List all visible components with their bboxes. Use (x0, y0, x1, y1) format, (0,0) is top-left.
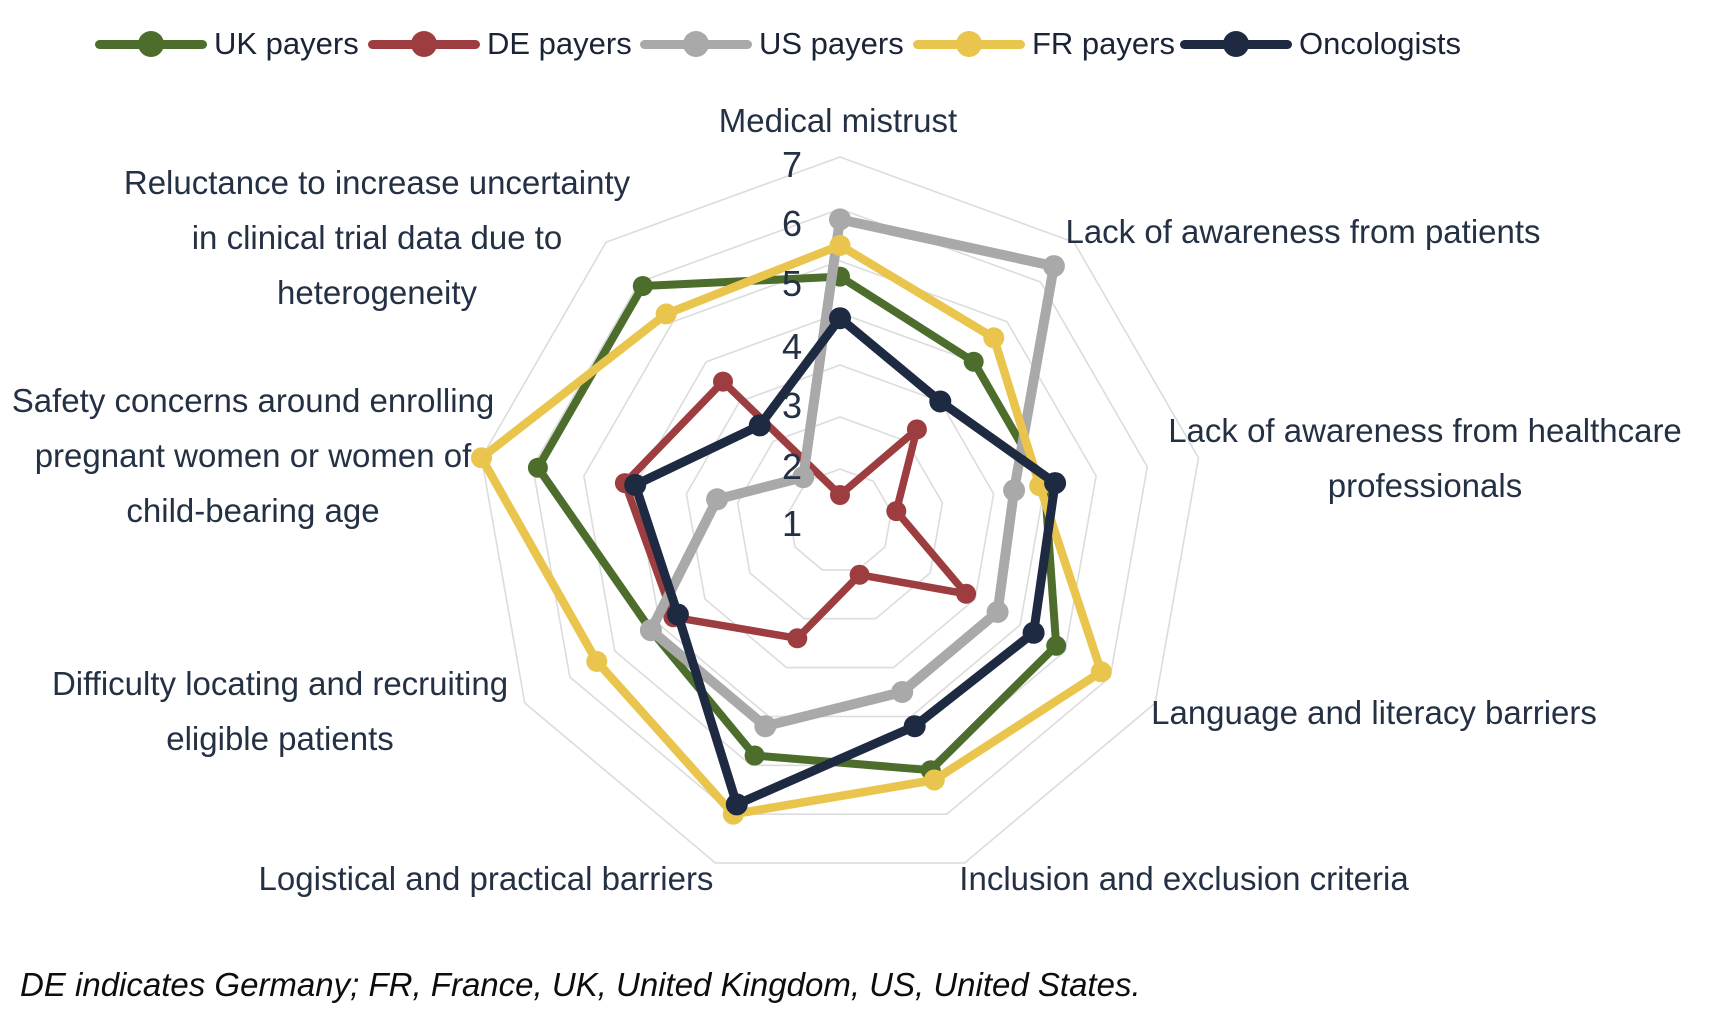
axis-label-8: Reluctance to increase uncertainty in cli… (123, 164, 631, 311)
axis-label-7: Safety concerns around enrolling pregnant… (11, 382, 495, 529)
series-line-de-payers (621, 377, 970, 643)
data-point (624, 473, 647, 496)
scale-tick-1: 1 (781, 503, 802, 544)
data-point (754, 715, 777, 738)
data-point (706, 488, 729, 511)
axis-label-6: Difficulty locating and recruiting eligib… (51, 665, 509, 757)
scale-tick-3: 3 (781, 385, 802, 426)
data-point (830, 485, 850, 505)
scale-tick-2: 2 (781, 446, 802, 487)
data-point (471, 447, 492, 469)
fr-payers-line-marker-icon (913, 31, 1025, 57)
data-point (655, 303, 677, 325)
grid-ring-7 (480, 156, 1200, 864)
de-payers-dot-icon (411, 31, 437, 57)
data-point (929, 390, 952, 413)
data-point (527, 457, 548, 478)
axis-label-4: Inclusion and exclusion criteria (959, 860, 1409, 897)
data-point (829, 234, 851, 256)
grid-ring-5 (583, 260, 1097, 767)
legend-item-oncologists: Oncologists (1180, 22, 1461, 66)
scale-tick-4: 4 (781, 326, 802, 367)
data-point (713, 371, 733, 392)
data-point (632, 276, 653, 296)
data-point (586, 650, 608, 672)
chart-legend: UK payers DE payers US payers FR payers … (0, 22, 1720, 66)
legend-label: Oncologists (1299, 26, 1461, 61)
data-point (1044, 472, 1067, 495)
series-line-fr-payers (477, 241, 1106, 819)
data-point (923, 769, 945, 791)
data-point (886, 501, 907, 522)
footnote: DE indicates Germany; FR, France, UK, Un… (20, 966, 1141, 1003)
legend-item-uk-payers: UK payers (95, 22, 359, 66)
data-point (963, 351, 984, 372)
grid-ring-1 (787, 468, 893, 571)
data-point (666, 603, 689, 626)
data-point (787, 628, 808, 649)
fr-payers-dot-icon (956, 31, 982, 57)
axis-label-0: Medical mistrust (718, 102, 958, 139)
data-point (906, 419, 927, 440)
grid-ring-2 (736, 416, 944, 620)
data-point (891, 681, 914, 703)
data-point (1090, 661, 1112, 683)
scale-tick-7: 7 (781, 144, 802, 185)
axis-label-2: Lack of awareness from healthcare profess… (1168, 412, 1682, 504)
data-point (725, 793, 748, 816)
data-point (1022, 621, 1045, 644)
data-point (956, 583, 977, 604)
de-payers-line-marker-icon (368, 31, 480, 57)
data-point (1003, 479, 1026, 502)
uk-payers-dot-icon (138, 31, 164, 57)
data-point (748, 414, 771, 437)
data-point (903, 715, 926, 738)
data-point (744, 745, 765, 766)
oncologists-dot-icon (1223, 31, 1249, 57)
legend-label: UK payers (214, 26, 359, 61)
legend-label: DE payers (487, 26, 632, 61)
scale-tick-6: 6 (781, 203, 802, 244)
data-point (639, 619, 662, 642)
legend-label: FR payers (1032, 26, 1175, 61)
us-payers-dot-icon (683, 31, 709, 57)
scale-tick-5: 5 (781, 263, 802, 304)
data-point (1042, 255, 1065, 278)
axis-label-1: Lack of awareness from patients (1065, 213, 1541, 250)
legend-item-de-payers: DE payers (368, 22, 632, 66)
data-point (986, 601, 1009, 623)
legend-label: US payers (759, 26, 904, 61)
oncologists-line-marker-icon (1180, 31, 1292, 57)
data-point (829, 307, 851, 330)
legend-item-us-payers: US payers (640, 22, 904, 66)
data-point (792, 466, 815, 489)
axis-label-3: Language and literacy barriers (1151, 694, 1597, 731)
legend-item-fr-payers: FR payers (913, 22, 1175, 66)
data-point (829, 208, 851, 231)
series-line-us-payers (645, 214, 1059, 732)
data-point (849, 564, 870, 585)
data-point (1046, 635, 1067, 656)
data-point (983, 327, 1005, 349)
uk-payers-line-marker-icon (95, 31, 207, 57)
axis-label-5: Logistical and practical barriers (258, 860, 714, 897)
series-line-oncologists (630, 313, 1060, 809)
us-payers-line-marker-icon (640, 31, 752, 57)
